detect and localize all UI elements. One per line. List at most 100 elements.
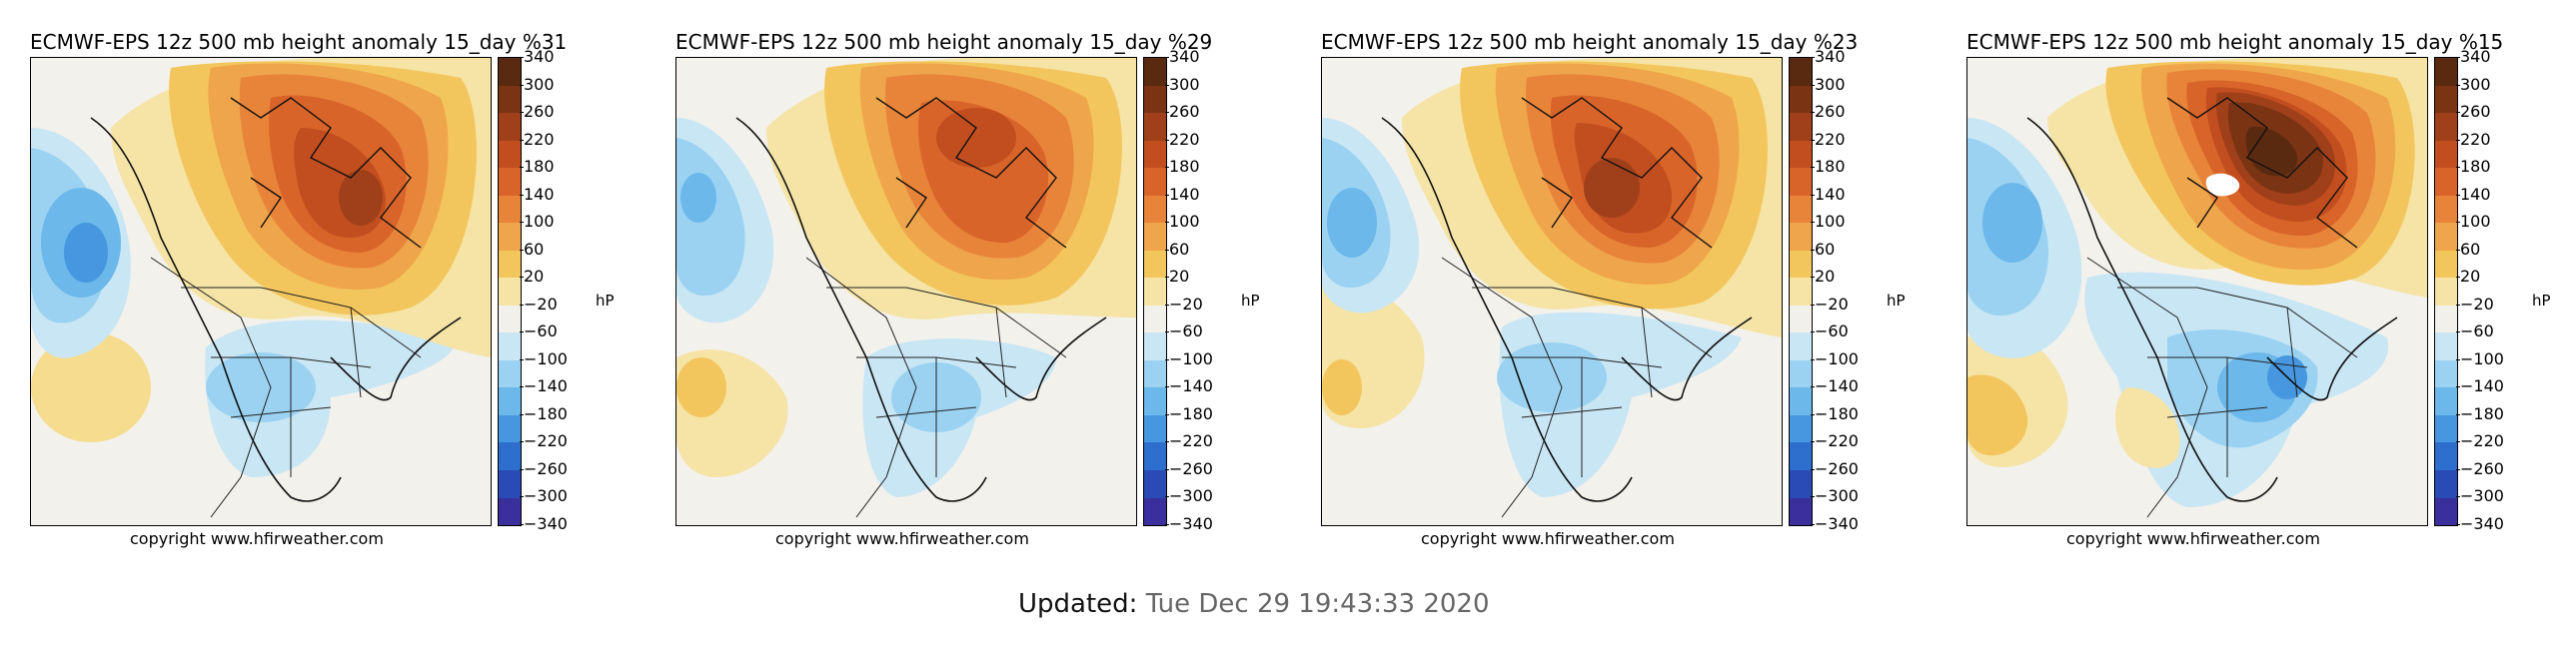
colorbar-tick: −20 [1165, 294, 1203, 314]
colorbar-swatch [1144, 387, 1166, 415]
colorbar-swatch [1144, 113, 1166, 141]
colorbar-swatch [1144, 442, 1166, 470]
colorbar-tick: −140 [2456, 376, 2504, 396]
colorbar-tick: 140 [520, 184, 555, 204]
colorbar-swatch [499, 305, 521, 333]
colorbar-ticks: 340 300 260 220 180 140 100 60 20 −20 −6… [1164, 49, 1259, 532]
colorbar-swatch [2435, 85, 2457, 114]
updated-label: Updated: [1018, 589, 1138, 619]
colorbar-swatch [499, 332, 521, 360]
colorbar-swatch [2435, 113, 2457, 141]
colorbar-swatch [1790, 140, 1812, 169]
map-panel-3: ECMWF-EPS 12z 500 mb height anomaly 15_d… [1291, 0, 1931, 559]
colorbar-swatch [1790, 58, 1812, 86]
colorbar-swatch [2435, 387, 2457, 415]
colorbar-tick: −260 [520, 458, 568, 478]
colorbar-tick: 180 [2456, 157, 2491, 177]
colorbar-swatch [1144, 85, 1166, 114]
colorbar-tick: −220 [2456, 431, 2504, 451]
colorbar-swatch [499, 195, 521, 224]
colorbar-swatch [1144, 168, 1166, 196]
colorbar-tick: −60 [520, 322, 558, 341]
colorbar-swatch [499, 85, 521, 114]
colorbar-swatch [2435, 305, 2457, 333]
colorbar-tick: 100 [520, 212, 555, 232]
panel-title: ECMWF-EPS 12z 500 mb height anomaly 15_d… [675, 30, 1213, 54]
colorbar-tick: −140 [1165, 376, 1213, 396]
colorbar-swatch [2435, 414, 2457, 443]
colorbar [1143, 57, 1167, 526]
colorbar-tick: 300 [520, 74, 555, 94]
colorbar-tick: −300 [1165, 486, 1213, 506]
colorbar-unit: hP [1887, 292, 1906, 310]
colorbar-tick: 20 [519, 267, 545, 287]
colorbar-tick: −60 [1811, 322, 1849, 341]
colorbar-tick: −180 [2456, 403, 2504, 423]
colorbar-swatch [2435, 58, 2457, 86]
colorbar-swatch [1144, 223, 1166, 251]
colorbar-tick: 20 [2455, 267, 2481, 287]
colorbar-swatch [1790, 387, 1812, 415]
copyright-text: copyright www.hfirweather.com [130, 529, 384, 548]
colorbar-swatch [1144, 278, 1166, 306]
colorbar-swatch [1790, 442, 1812, 470]
copyright-text: copyright www.hfirweather.com [1421, 529, 1675, 548]
colorbar-unit: hP [2532, 292, 2551, 310]
colorbar [1789, 57, 1813, 526]
colorbar-swatch [499, 469, 521, 498]
colorbar-swatch [1790, 497, 1812, 526]
colorbar-tick: 260 [1811, 102, 1846, 122]
panel-title: ECMWF-EPS 12z 500 mb height anomaly 15_d… [1321, 30, 1859, 54]
colorbar-tick: 300 [1811, 74, 1846, 94]
colorbar-swatch [2435, 250, 2457, 279]
colorbar-swatch [1144, 58, 1166, 86]
colorbar-tick: −220 [1165, 431, 1213, 451]
colorbar-swatch [1144, 305, 1166, 333]
colorbar-swatch [499, 442, 521, 470]
colorbar-swatch [2435, 442, 2457, 470]
colorbar-swatch [2435, 278, 2457, 306]
colorbar-swatch [1144, 140, 1166, 169]
colorbar-swatch [2435, 332, 2457, 360]
colorbar-tick: −180 [1165, 403, 1213, 423]
colorbar-tick: −100 [520, 348, 568, 368]
colorbar-tick: 60 [519, 239, 545, 259]
colorbar-swatch [499, 113, 521, 141]
colorbar-tick: 140 [2456, 184, 2491, 204]
colorbar-tick: 300 [2456, 74, 2491, 94]
colorbar-tick: 60 [2455, 239, 2481, 259]
colorbar-tick: 140 [1811, 184, 1846, 204]
colorbar [498, 57, 522, 526]
updated-timestamp: Updated: Tue Dec 29 19:43:33 2020 [1018, 589, 1490, 619]
anomaly-map [1966, 57, 2428, 526]
updated-value: Tue Dec 29 19:43:33 2020 [1145, 589, 1490, 619]
colorbar-tick: −60 [2456, 322, 2494, 341]
anomaly-map [675, 57, 1137, 526]
colorbar-ticks: 340 300 260 220 180 140 100 60 20 −20 −6… [2455, 49, 2550, 532]
colorbar-tick: 140 [1165, 184, 1200, 204]
map-panel-1: ECMWF-EPS 12z 500 mb height anomaly 15_d… [0, 0, 640, 559]
colorbar-swatch [1144, 359, 1166, 388]
colorbar-tick: 60 [1164, 239, 1190, 259]
colorbar-tick: 340 [2456, 47, 2491, 66]
colorbar-tick: −300 [1811, 486, 1859, 506]
colorbar [2434, 57, 2458, 526]
colorbar-swatch [499, 250, 521, 279]
colorbar-tick: 100 [2456, 212, 2491, 232]
colorbar-swatch [1790, 168, 1812, 196]
colorbar-swatch [1144, 497, 1166, 526]
colorbar-tick: −140 [520, 376, 568, 396]
colorbar-tick: 220 [2456, 129, 2491, 149]
colorbar-swatch [2435, 140, 2457, 169]
colorbar-tick: −100 [1811, 348, 1859, 368]
colorbar-swatch [1790, 414, 1812, 443]
colorbar-swatch [499, 414, 521, 443]
colorbar-tick: 100 [1165, 212, 1200, 232]
colorbar-tick: −260 [2456, 458, 2504, 478]
colorbar-swatch [499, 140, 521, 169]
colorbar-tick: −20 [2456, 294, 2494, 314]
colorbar-swatch [2435, 497, 2457, 526]
colorbar-unit: hP [596, 292, 615, 310]
colorbar-swatch [499, 278, 521, 306]
colorbar-ticks: 340 300 260 220 180 140 100 60 20 −20 −6… [519, 49, 614, 532]
